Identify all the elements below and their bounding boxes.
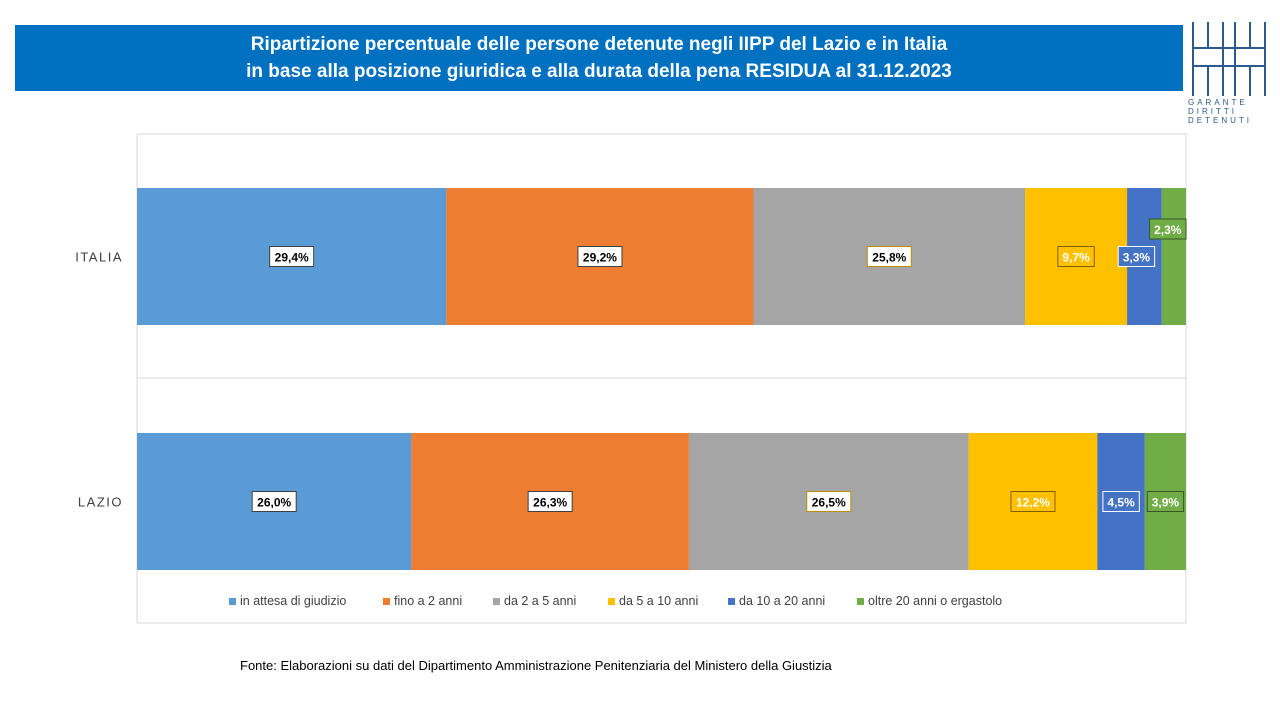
data-label-lazio-5: 3,9% [1152,496,1180,510]
chart-title-banner: Ripartizione percentuale delle persone d… [15,25,1183,91]
data-label-italia-3: 9,7% [1062,251,1090,265]
category-label-lazio: LAZIO [78,495,123,510]
legend-entry-2: da 2 a 5 anni [504,594,576,608]
logo-caption-line-1: GARANTE [1188,98,1248,107]
data-label-box-italia-2 [866,246,912,267]
legend-swatch-5 [857,598,864,605]
legend-entry-3: da 5 a 10 anni [619,594,698,608]
category-label-italia: ITALIA [75,250,123,265]
data-label-italia-0: 29,4% [275,251,309,265]
data-label-box-lazio-2 [806,491,852,512]
data-label-box-lazio-1 [527,491,573,512]
data-label-box-italia-3 [1057,246,1095,267]
data-label-box-lazio-0 [251,491,297,512]
legend-swatch-1 [383,598,390,605]
data-label-box-lazio-3 [1010,491,1056,512]
data-label-box-italia-1 [577,246,623,267]
legend-swatch-0 [229,598,236,605]
data-label-italia-4: 3,3% [1123,251,1151,265]
legend-entry-5: oltre 20 anni o ergastolo [868,594,1002,608]
data-label-lazio-2: 26,5% [812,496,846,510]
data-label-box-italia-0 [269,246,315,267]
legend-swatch-2 [493,598,500,605]
legend-entry-0: in attesa di giudizio [240,594,346,608]
source-note: Fonte: Elaborazioni su dati del Dipartim… [240,658,832,673]
garante-logo-icon [1192,22,1266,96]
logo-caption: GARANTE DIRITTI DETENUTI [1188,98,1270,125]
data-label-box-italia-5 [1149,218,1187,240]
legend-swatch-3 [608,598,615,605]
data-label-box-italia-4 [1117,246,1156,267]
data-label-lazio-4: 4,5% [1107,496,1135,510]
legend-entry-1: fino a 2 anni [394,594,462,608]
legend-swatch-4 [728,598,735,605]
chart-title-line-1: Ripartizione percentuale delle persone d… [250,34,948,55]
logo-caption-line-3: DETENUTI [1188,116,1252,125]
data-label-italia-2: 25,8% [872,251,906,265]
data-label-italia-1: 29,2% [583,251,617,265]
chart-title-line-2: in base alla posizione giuridica e alla … [246,61,952,82]
data-label-lazio-0: 26,0% [257,496,291,510]
data-label-lazio-3: 12,2% [1016,496,1050,510]
data-label-box-lazio-4 [1102,491,1140,512]
bar-segment-italia-5 [1161,188,1186,325]
data-label-lazio-1: 26,3% [533,496,567,510]
logo-caption-line-2: DIRITTI [1188,107,1237,116]
data-label-italia-5: 2,3% [1154,223,1182,237]
data-label-box-lazio-5 [1146,491,1185,512]
legend-entry-4: da 10 a 20 anni [739,594,825,608]
